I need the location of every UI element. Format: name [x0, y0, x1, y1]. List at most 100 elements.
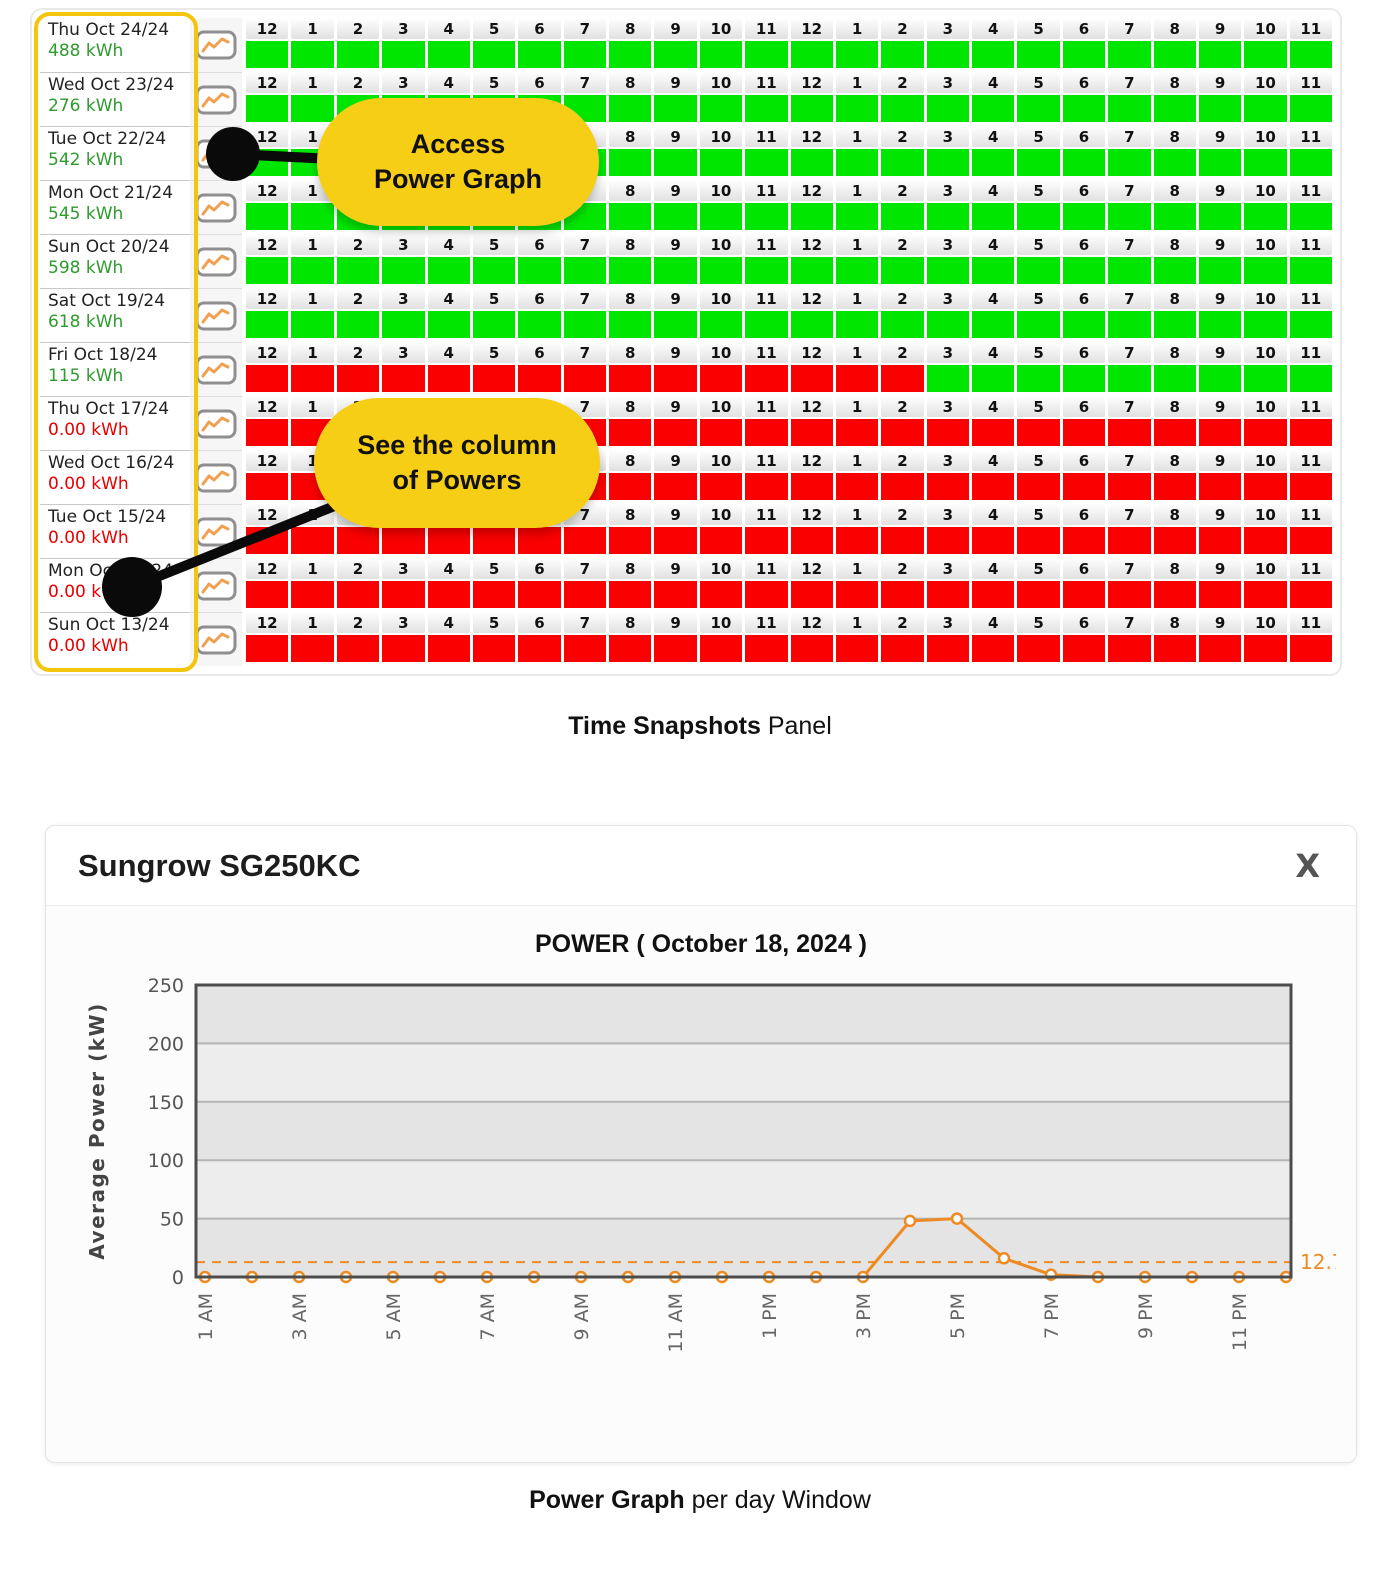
- hour-status-cell[interactable]: [382, 257, 425, 284]
- hour-status-cell[interactable]: [1108, 365, 1151, 392]
- hour-status-cell[interactable]: [1108, 581, 1151, 608]
- hour-status-cell[interactable]: [1062, 257, 1106, 284]
- hour-status-cell[interactable]: [336, 257, 380, 284]
- hour-status-cell[interactable]: [382, 41, 425, 68]
- hour-status-cell[interactable]: [654, 203, 697, 230]
- hour-status-cell[interactable]: [654, 365, 697, 392]
- hour-status-cell[interactable]: [1108, 635, 1151, 662]
- hour-status-cell[interactable]: [745, 527, 788, 554]
- hour-status-cell[interactable]: [563, 581, 606, 608]
- hour-status-cell[interactable]: [1198, 41, 1242, 68]
- power-graph-button[interactable]: [194, 570, 238, 602]
- hour-status-cell[interactable]: [1153, 473, 1196, 500]
- hour-status-cell[interactable]: [472, 257, 516, 284]
- power-graph-button[interactable]: [194, 516, 238, 548]
- hour-status-cell[interactable]: [1153, 203, 1196, 230]
- hour-status-cell[interactable]: [427, 41, 470, 68]
- hour-status-cell[interactable]: [472, 581, 516, 608]
- hour-status-cell[interactable]: [1153, 365, 1196, 392]
- hour-status-cell[interactable]: [654, 527, 697, 554]
- hour-status-cell[interactable]: [291, 635, 334, 662]
- hour-status-cell[interactable]: [881, 257, 924, 284]
- hour-status-cell[interactable]: [699, 365, 743, 392]
- hour-status-cell[interactable]: [745, 257, 788, 284]
- hour-status-cell[interactable]: [1017, 95, 1060, 122]
- hour-status-cell[interactable]: [972, 581, 1015, 608]
- hour-status-cell[interactable]: [790, 257, 833, 284]
- hour-status-cell[interactable]: [609, 95, 652, 122]
- hour-status-cell[interactable]: [699, 527, 743, 554]
- hour-status-cell[interactable]: [790, 41, 833, 68]
- hour-status-cell[interactable]: [1244, 581, 1287, 608]
- hour-status-cell[interactable]: [835, 203, 879, 230]
- hour-status-cell[interactable]: [1153, 257, 1196, 284]
- hour-status-cell[interactable]: [1244, 149, 1287, 176]
- hour-status-cell[interactable]: [1244, 41, 1287, 68]
- hour-status-cell[interactable]: [790, 635, 833, 662]
- hour-status-cell[interactable]: [1108, 149, 1151, 176]
- hour-status-cell[interactable]: [654, 473, 697, 500]
- hour-status-cell[interactable]: [246, 419, 289, 446]
- hour-status-cell[interactable]: [1198, 473, 1242, 500]
- hour-status-cell[interactable]: [518, 581, 561, 608]
- hour-status-cell[interactable]: [699, 149, 743, 176]
- hour-status-cell[interactable]: [835, 311, 879, 338]
- hour-status-cell[interactable]: [926, 473, 969, 500]
- hour-status-cell[interactable]: [1062, 149, 1106, 176]
- hour-status-cell[interactable]: [881, 311, 924, 338]
- hour-status-cell[interactable]: [427, 311, 470, 338]
- hour-status-cell[interactable]: [790, 581, 833, 608]
- hour-status-cell[interactable]: [1289, 473, 1332, 500]
- hour-status-cell[interactable]: [699, 95, 743, 122]
- hour-status-cell[interactable]: [881, 95, 924, 122]
- hour-status-cell[interactable]: [835, 419, 879, 446]
- hour-status-cell[interactable]: [609, 419, 652, 446]
- hour-status-cell[interactable]: [881, 635, 924, 662]
- hour-status-cell[interactable]: [563, 311, 606, 338]
- hour-status-cell[interactable]: [609, 581, 652, 608]
- hour-status-cell[interactable]: [1198, 149, 1242, 176]
- hour-status-cell[interactable]: [1153, 311, 1196, 338]
- hour-status-cell[interactable]: [1244, 473, 1287, 500]
- hour-status-cell[interactable]: [1153, 95, 1196, 122]
- hour-status-cell[interactable]: [745, 41, 788, 68]
- hour-status-cell[interactable]: [563, 527, 606, 554]
- hour-status-cell[interactable]: [1244, 95, 1287, 122]
- hour-status-cell[interactable]: [926, 257, 969, 284]
- hour-status-cell[interactable]: [336, 581, 380, 608]
- hour-status-cell[interactable]: [563, 257, 606, 284]
- hour-status-cell[interactable]: [246, 581, 289, 608]
- hour-status-cell[interactable]: [1108, 203, 1151, 230]
- hour-status-cell[interactable]: [609, 635, 652, 662]
- hour-status-cell[interactable]: [835, 527, 879, 554]
- hour-status-cell[interactable]: [1017, 473, 1060, 500]
- hour-status-cell[interactable]: [972, 41, 1015, 68]
- hour-status-cell[interactable]: [790, 419, 833, 446]
- power-graph-button[interactable]: [194, 246, 238, 278]
- hour-status-cell[interactable]: [790, 311, 833, 338]
- hour-status-cell[interactable]: [790, 527, 833, 554]
- hour-status-cell[interactable]: [1289, 419, 1332, 446]
- hour-status-cell[interactable]: [1153, 635, 1196, 662]
- hour-status-cell[interactable]: [881, 149, 924, 176]
- hour-status-cell[interactable]: [745, 581, 788, 608]
- hour-status-cell[interactable]: [1289, 365, 1332, 392]
- hour-status-cell[interactable]: [1244, 257, 1287, 284]
- hour-status-cell[interactable]: [1062, 311, 1106, 338]
- hour-status-cell[interactable]: [336, 311, 380, 338]
- hour-status-cell[interactable]: [1244, 311, 1287, 338]
- power-graph-button[interactable]: [194, 624, 238, 656]
- hour-status-cell[interactable]: [699, 311, 743, 338]
- hour-status-cell[interactable]: [518, 311, 561, 338]
- hour-status-cell[interactable]: [246, 527, 289, 554]
- hour-status-cell[interactable]: [654, 311, 697, 338]
- hour-status-cell[interactable]: [881, 41, 924, 68]
- hour-status-cell[interactable]: [1198, 311, 1242, 338]
- hour-status-cell[interactable]: [835, 473, 879, 500]
- hour-status-cell[interactable]: [1244, 419, 1287, 446]
- hour-status-cell[interactable]: [382, 581, 425, 608]
- hour-status-cell[interactable]: [926, 581, 969, 608]
- hour-status-cell[interactable]: [427, 527, 470, 554]
- hour-status-cell[interactable]: [1198, 365, 1242, 392]
- hour-status-cell[interactable]: [382, 527, 425, 554]
